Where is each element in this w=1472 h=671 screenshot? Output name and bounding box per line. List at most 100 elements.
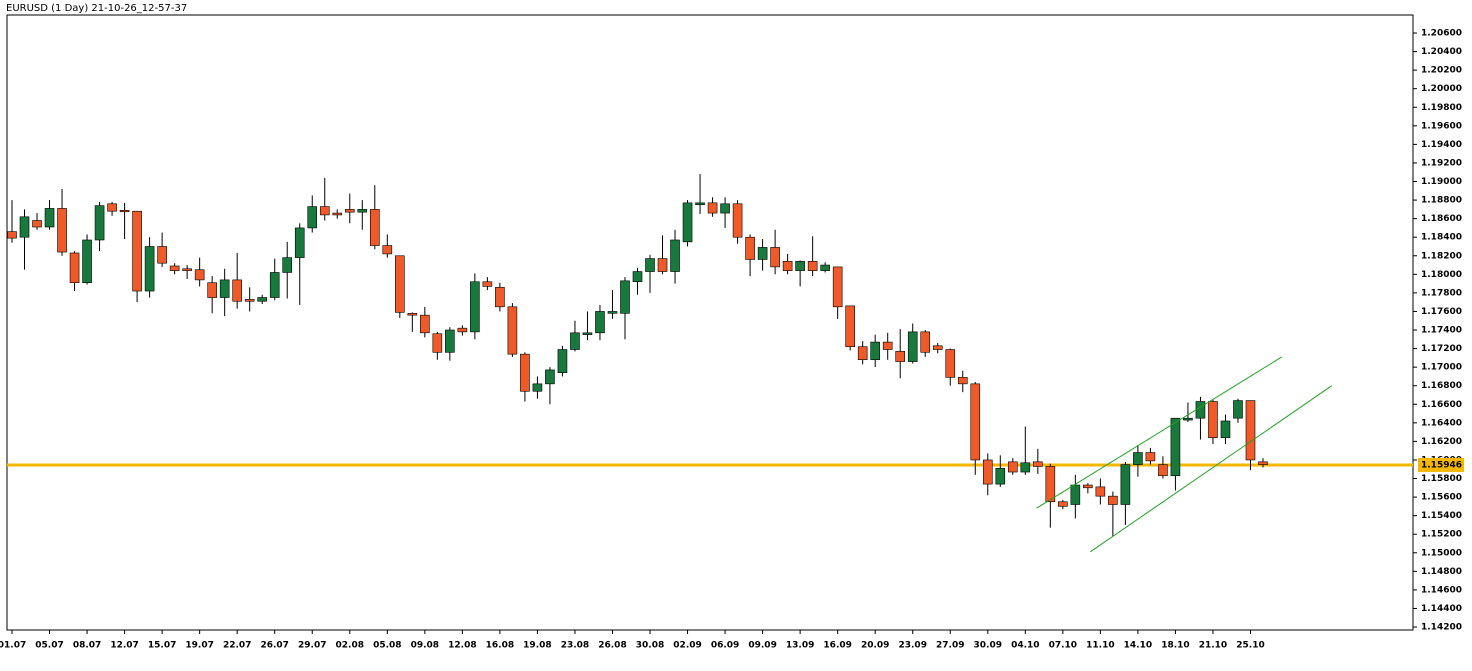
candle-body xyxy=(169,265,180,271)
candle-body xyxy=(257,297,268,302)
candle-body xyxy=(82,239,92,283)
y-tick-label: 1.15000 xyxy=(1421,548,1462,558)
candle-body xyxy=(945,349,956,378)
x-tick-label: 13.09 xyxy=(786,641,814,651)
candle-body xyxy=(795,261,805,271)
x-tick-label: 11.10 xyxy=(1086,641,1114,651)
y-tick-label: 1.16800 xyxy=(1421,381,1462,391)
candle-body xyxy=(407,313,418,316)
candle-body xyxy=(307,206,318,229)
x-tick-label: 16.08 xyxy=(486,641,514,651)
candle-body xyxy=(570,332,580,350)
candle-body xyxy=(69,252,80,283)
candle-body xyxy=(382,245,393,255)
candle-body xyxy=(632,271,643,283)
candle-body xyxy=(1183,417,1193,421)
x-tick-label: 04.10 xyxy=(1011,641,1039,651)
candle-body xyxy=(7,231,17,239)
y-tick-label: 1.17200 xyxy=(1421,344,1462,354)
candle-body xyxy=(344,209,355,213)
candle-body xyxy=(19,216,30,238)
candle-body xyxy=(107,203,117,212)
candle-body xyxy=(207,282,217,298)
candle-body xyxy=(582,332,593,335)
candle-body xyxy=(607,311,618,314)
candle-body xyxy=(720,203,730,214)
y-tick-label: 1.20200 xyxy=(1421,66,1462,76)
candle-body xyxy=(857,346,868,361)
candle-body xyxy=(1033,461,1043,467)
x-tick-label: 06.09 xyxy=(711,641,739,651)
y-tick-label: 1.18600 xyxy=(1421,214,1462,224)
x-tick-label: 14.10 xyxy=(1124,641,1152,651)
candle-body xyxy=(319,206,330,216)
candle-body xyxy=(1007,461,1018,473)
candle-body xyxy=(1245,400,1256,461)
x-tick-label: 22.07 xyxy=(223,641,251,651)
x-tick-label: 12.07 xyxy=(110,641,138,651)
y-tick-label: 1.15600 xyxy=(1421,493,1462,503)
candle-body xyxy=(232,279,242,302)
x-tick-label: 12.08 xyxy=(448,641,476,651)
candle-body xyxy=(732,203,743,238)
x-tick-label: 23.08 xyxy=(561,641,589,651)
x-tick-label: 30.08 xyxy=(636,641,664,651)
candle-body xyxy=(1058,501,1068,507)
x-tick-label: 15.07 xyxy=(148,641,176,651)
candle-body xyxy=(1258,461,1268,465)
y-tick-label: 1.14200 xyxy=(1421,623,1462,633)
candle-body xyxy=(532,383,543,392)
y-tick-label: 1.16600 xyxy=(1421,400,1462,410)
candle-body xyxy=(420,314,430,334)
x-tick-label: 23.09 xyxy=(898,641,926,651)
candle-body xyxy=(507,306,518,355)
candle-body xyxy=(620,280,630,314)
candle-body xyxy=(745,236,755,260)
x-tick-label: 05.08 xyxy=(373,641,401,651)
x-tick-label: 01.07 xyxy=(0,641,26,651)
trend-line xyxy=(1090,385,1333,553)
candle-body xyxy=(957,377,968,385)
x-tick-label: 27.09 xyxy=(936,641,964,651)
candle-body xyxy=(157,246,167,264)
y-tick-label: 1.16400 xyxy=(1421,418,1462,428)
candle-body xyxy=(294,227,305,258)
x-tick-label: 26.08 xyxy=(598,641,626,651)
x-tick-label: 26.07 xyxy=(260,641,288,651)
y-tick-label: 1.20000 xyxy=(1421,84,1462,94)
x-tick-label: 09.08 xyxy=(411,641,439,651)
y-tick-label: 1.14400 xyxy=(1421,604,1462,614)
price-label: 1.15946 xyxy=(1421,460,1462,470)
x-tick-label: 02.09 xyxy=(673,641,701,651)
y-tick-label: 1.15400 xyxy=(1421,511,1462,521)
candle-body xyxy=(144,246,155,292)
candle-body xyxy=(657,258,668,272)
candle-body xyxy=(882,341,893,350)
y-tick-label: 1.16200 xyxy=(1421,437,1462,447)
y-tick-label: 1.14800 xyxy=(1421,567,1462,577)
candle-body xyxy=(57,208,67,253)
x-tick-label: 30.09 xyxy=(974,641,1002,651)
candle-body xyxy=(695,202,705,206)
x-tick-label: 25.10 xyxy=(1236,641,1264,651)
y-tick-label: 1.18000 xyxy=(1421,270,1462,280)
y-tick-label: 1.15200 xyxy=(1421,530,1462,540)
candle-body xyxy=(495,287,505,308)
candle-body xyxy=(219,279,230,298)
y-tick-label: 1.17000 xyxy=(1421,363,1462,373)
candle-body xyxy=(470,281,480,333)
candle-body xyxy=(132,210,142,292)
x-tick-label: 29.07 xyxy=(298,641,326,651)
x-tick-label: 16.09 xyxy=(823,641,851,651)
candle-body xyxy=(1095,486,1106,497)
candle-body xyxy=(757,247,768,260)
candle-body xyxy=(895,351,906,362)
candle-body xyxy=(1045,466,1056,503)
x-tick-label: 08.07 xyxy=(73,641,101,651)
plot-frame xyxy=(6,14,1414,631)
candle-body xyxy=(557,349,568,374)
candle-body xyxy=(1120,464,1131,505)
